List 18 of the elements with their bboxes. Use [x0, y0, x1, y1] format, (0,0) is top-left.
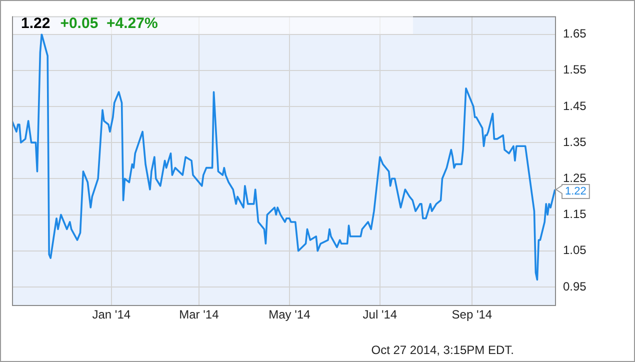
x-tick-label: Jan '14 [92, 308, 131, 322]
y-tick-label: 0.95 [563, 279, 587, 294]
chart-title: 1.22 [21, 15, 50, 32]
x-tick-label: Sep '14 [452, 308, 492, 322]
y-tick-label: 1.05 [563, 243, 587, 258]
chart-subtitle: +0.05 +4.27% [60, 15, 158, 32]
annotation: 1.22 [565, 186, 586, 198]
y-tick-label: 1.25 [563, 170, 587, 185]
text: Oct 27 2014, 3:15PM EDT. [371, 343, 514, 357]
y-tick-label: 1.65 [563, 26, 587, 41]
y-tick-label: 1.55 [563, 62, 587, 77]
x-tick-label: Jul '14 [362, 308, 398, 322]
title-banner: 1.22 +0.05 +4.27% [13, 13, 413, 34]
x-tick-label: May '14 [268, 308, 311, 322]
x-tick-label: Mar '14 [179, 308, 220, 322]
y-tick-label: 1.45 [563, 98, 587, 113]
y-tick-label: 1.15 [563, 207, 587, 222]
y-tick-label: 1.35 [563, 134, 587, 149]
